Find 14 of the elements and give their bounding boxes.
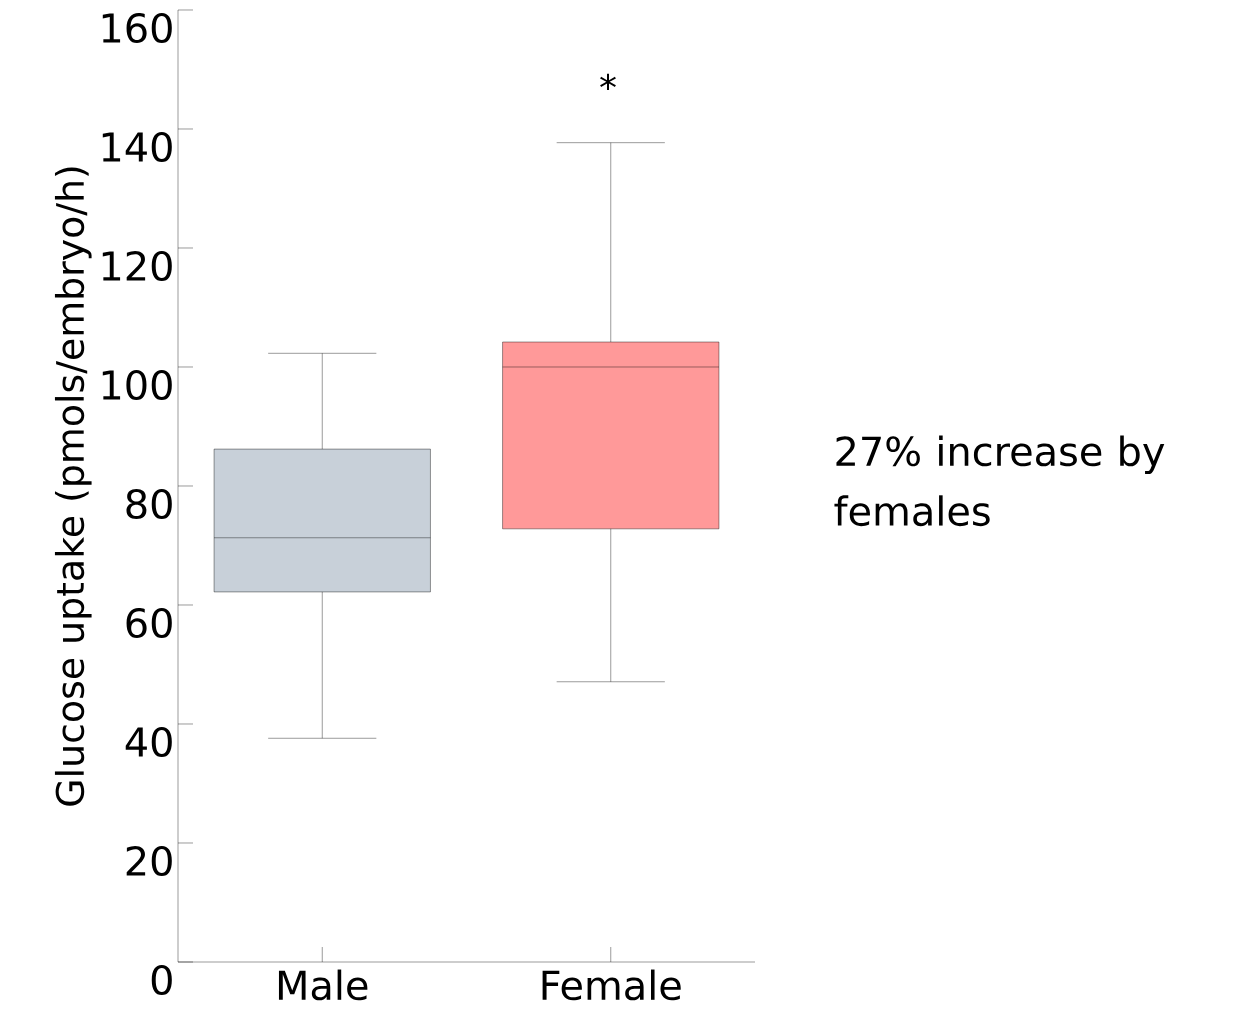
- y-tick-label: 140: [102, 131, 172, 163]
- text: 27% increase by females: [834, 435, 1165, 527]
- y-tick-label: 0: [151, 964, 172, 996]
- y-tick-label: 40: [125, 726, 172, 758]
- x-tick-label: Female: [542, 969, 681, 1001]
- y-tick-label: 80: [126, 488, 172, 520]
- y-tick-label: 160: [102, 12, 172, 44]
- y-tick-label: 120: [102, 250, 172, 282]
- y-axis-title: Glucose uptake (pmols/embryo/h): [54, 167, 92, 806]
- y-tick-label: 60: [126, 607, 172, 639]
- y-tick-label: 20: [126, 845, 172, 877]
- annotation: *: [600, 73, 616, 91]
- x-tick-label: Male: [278, 969, 368, 1001]
- y-tick-label: 100: [102, 369, 172, 401]
